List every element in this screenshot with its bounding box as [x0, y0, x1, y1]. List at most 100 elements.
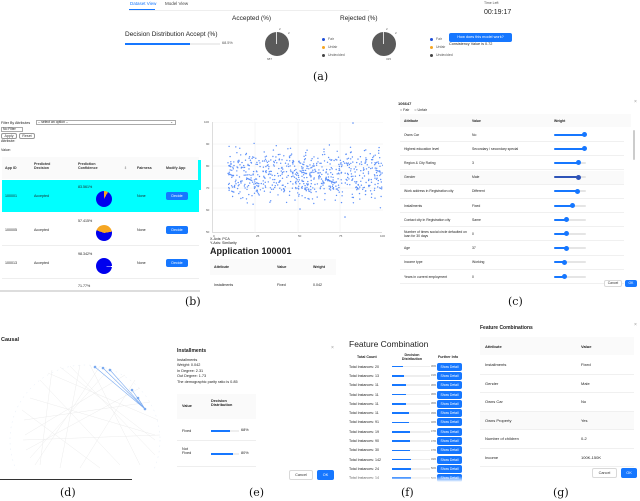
table-row: Owns Car No — [400, 128, 624, 142]
close-icon[interactable]: × — [634, 99, 637, 105]
attribute-name: Owns Car — [404, 132, 420, 137]
show-detail-button[interactable]: Show Detail — [437, 390, 462, 399]
distribution-bar — [392, 393, 430, 396]
table-row: Number of children 0-2 — [480, 430, 634, 449]
weight-slider[interactable] — [554, 217, 586, 223]
weight-slider[interactable] — [554, 274, 586, 279]
decide-button[interactable]: Decide — [166, 192, 188, 200]
decision-table-header: Value Decision Distribution — [177, 394, 256, 419]
attribute-name: Owns Car — [485, 399, 503, 405]
weight-slider[interactable] — [554, 188, 586, 194]
total-count: Total Instances: 20 — [349, 364, 379, 369]
reset-button[interactable]: Reset — [19, 133, 35, 139]
show-detail-button[interactable]: Show Detail — [437, 409, 462, 418]
table-row[interactable]: 100005 Accepted 57.415% None Decide — [2, 214, 199, 246]
table-row: Fixed 68% — [177, 420, 256, 441]
weight-slider[interactable] — [554, 231, 586, 237]
show-detail-button[interactable]: Show Detail — [437, 437, 462, 446]
weight-slider[interactable] — [554, 160, 586, 166]
attribute-name: Income — [485, 454, 499, 460]
cancel-button[interactable]: Cancel — [289, 470, 313, 480]
accepted-pie-chart — [265, 32, 289, 56]
attribute-value: Same — [472, 217, 481, 222]
cancel-button[interactable]: Cancel — [592, 468, 617, 478]
weight-slider[interactable] — [554, 245, 586, 251]
tab-model-view[interactable]: Model View — [165, 1, 189, 6]
weight-slider[interactable] — [554, 203, 586, 208]
slider-handle[interactable] — [562, 259, 568, 265]
scatter-points — [213, 122, 383, 233]
attribute-value: Fixed — [581, 362, 591, 368]
table-row: Income type Working — [400, 256, 624, 270]
scrollbar-thumb[interactable] — [198, 160, 201, 190]
table-row: Gender Male — [480, 375, 634, 393]
fair-radio[interactable]: ○ Fair — [400, 108, 410, 112]
sort-icon[interactable]: ⇕ — [124, 166, 128, 170]
show-detail-button[interactable]: Show Detail — [437, 399, 462, 408]
slider-handle[interactable] — [574, 188, 580, 194]
show-detail-button[interactable]: Show Detail — [437, 464, 462, 473]
total-count: Total Instances: 13 — [349, 373, 379, 378]
scatter-plot — [212, 122, 383, 233]
table-row: Total Instances: 142 49% Show Detail — [349, 455, 463, 464]
show-detail-button[interactable]: Show Detail — [437, 455, 462, 464]
confidence-pie-chart — [93, 222, 115, 244]
no-filter-select[interactable]: No Filter — [1, 127, 23, 132]
slider-handle[interactable] — [561, 274, 567, 279]
y-axis-label: Y-Axis: Similarity — [210, 241, 237, 245]
show-detail-button[interactable]: Show Detail — [437, 418, 462, 427]
tab-dataset-view[interactable]: Dataset View — [130, 1, 157, 6]
show-detail-button[interactable]: Show Detail — [437, 381, 462, 390]
weight-slider[interactable] — [554, 132, 587, 137]
slider-handle[interactable] — [563, 231, 569, 237]
slider-handle[interactable] — [581, 132, 587, 137]
close-icon[interactable]: × — [634, 322, 637, 328]
total-count: Total Instances: 11 — [349, 411, 379, 416]
slider-handle[interactable] — [563, 245, 569, 251]
slider-handle[interactable] — [564, 217, 570, 223]
attribute-name: Owns Property — [485, 417, 512, 423]
scrollbar[interactable] — [633, 130, 635, 160]
distribution-bar — [392, 430, 430, 433]
table-row: Total Instances: 11 36% Show Detail — [349, 390, 463, 399]
unfair-radio[interactable]: ○ Unfair — [414, 108, 428, 112]
how-model-works-button[interactable]: How does this model work? — [449, 33, 512, 42]
show-detail-button[interactable]: Show Detail — [437, 362, 462, 371]
causal-title: Causal — [1, 337, 20, 343]
total-count: Total Instances: 30 — [349, 448, 379, 453]
ok-button[interactable]: OK — [317, 470, 334, 480]
weight-slider[interactable] — [554, 259, 586, 265]
slider-handle[interactable] — [581, 146, 587, 152]
close-icon[interactable]: × — [331, 345, 334, 351]
caption-b: (b) — [185, 295, 201, 308]
slider-handle[interactable] — [575, 174, 581, 180]
attribute-name: Number of children — [485, 436, 519, 442]
attribute-label: Attribute: — [1, 139, 16, 143]
ok-button[interactable]: OK — [625, 280, 637, 287]
show-detail-button[interactable]: Show Detail — [437, 427, 462, 436]
table-row-highlighted[interactable]: 100001 Accepted 83.561% None Decide — [2, 180, 199, 212]
distribution-bar — [392, 458, 430, 461]
table-row: Total Instances: 90 47% Show Detail — [349, 436, 463, 446]
caption-f: (f) — [401, 486, 414, 499]
table-row: Gender Male — [400, 170, 624, 185]
show-detail-button[interactable]: Show Detail — [437, 446, 462, 455]
ok-button[interactable]: OK — [621, 468, 637, 478]
attribute-value: 3 — [472, 160, 474, 165]
distribution-bar — [392, 412, 430, 414]
slider-handle[interactable] — [570, 203, 576, 208]
cancel-button[interactable]: Cancel — [604, 280, 622, 287]
attribute-value: No — [472, 132, 477, 137]
decide-button[interactable]: Decide — [166, 226, 188, 234]
apply-button[interactable]: Apply — [1, 133, 17, 139]
slider-handle[interactable] — [575, 160, 581, 166]
table-row[interactable]: 100013 Accepted 98.342% None Decide — [2, 247, 199, 279]
show-detail-button[interactable]: Show Detail — [437, 371, 462, 380]
decide-button[interactable]: Decide — [166, 259, 188, 267]
table-row-partial: 71.77% — [78, 284, 91, 288]
weight-slider[interactable] — [554, 146, 587, 152]
filter-attribute-select[interactable]: -- select an option -- ⌄ — [36, 120, 176, 125]
weight-slider[interactable] — [554, 174, 586, 180]
consistency-value: Consistency Value is 0.72 — [449, 42, 493, 46]
attribute-name: Income type — [404, 260, 423, 265]
